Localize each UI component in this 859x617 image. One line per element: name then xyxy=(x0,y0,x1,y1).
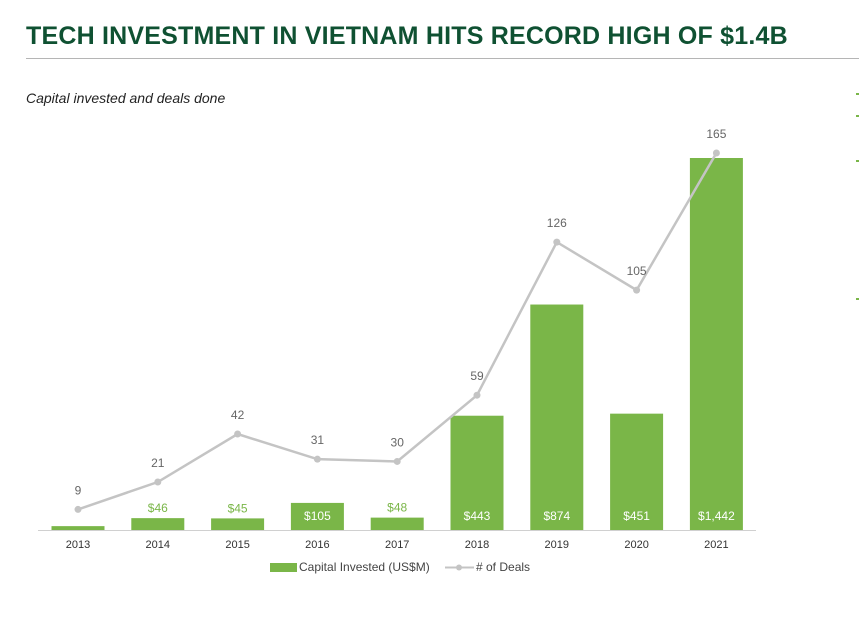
bar xyxy=(450,415,504,530)
deals-point xyxy=(473,391,481,399)
x-tick-label: 2018 xyxy=(465,539,489,551)
deals-point xyxy=(154,478,162,486)
x-tick-label: 2015 xyxy=(225,539,249,551)
legend-swatch-bar xyxy=(270,563,297,572)
chart-subtitle: Capital invested and deals done xyxy=(26,90,226,106)
bar xyxy=(131,518,185,530)
legend-label-bar: Capital Invested (US$M) xyxy=(299,560,430,574)
bar xyxy=(211,518,265,530)
bar xyxy=(530,304,584,530)
deals-point xyxy=(553,238,561,246)
bar-value-label: $451 xyxy=(623,509,650,523)
edge-mark xyxy=(856,93,859,95)
bar-value-label: $443 xyxy=(464,509,491,523)
bar-value-label: $105 xyxy=(304,509,331,523)
x-tick-label: 2017 xyxy=(385,539,409,551)
deals-point xyxy=(74,505,82,513)
legend-swatch-line-marker xyxy=(456,564,462,571)
x-tick-label: 2021 xyxy=(704,539,728,551)
deals-value-label: 30 xyxy=(391,435,405,449)
edge-mark xyxy=(856,298,859,300)
chart-title: TECH INVESTMENT IN VIETNAM HITS RECORD H… xyxy=(26,22,788,50)
deals-value-label: 165 xyxy=(706,127,726,141)
deals-point xyxy=(712,149,720,157)
bar xyxy=(370,517,424,530)
edge-mark xyxy=(856,115,859,117)
deals-value-label: 42 xyxy=(231,408,245,422)
x-tick-label: 2019 xyxy=(545,539,569,551)
deals-value-label: 105 xyxy=(627,264,647,278)
bar-value-label: $45 xyxy=(228,501,248,515)
deals-value-label: 59 xyxy=(470,369,484,383)
x-tick-label: 2016 xyxy=(305,539,329,551)
deals-value-label: 21 xyxy=(151,456,165,470)
x-tick-label: 2013 xyxy=(66,539,90,551)
bar xyxy=(51,526,105,530)
edge-mark xyxy=(856,160,859,162)
bar-value-label: $46 xyxy=(148,501,168,515)
deals-point xyxy=(234,430,242,438)
bar-value-label: $1,442 xyxy=(698,509,735,523)
deals-value-label: 9 xyxy=(75,483,82,497)
bar xyxy=(610,413,664,530)
bar xyxy=(689,158,743,530)
deals-value-label: 31 xyxy=(311,433,325,447)
legend-label-line: # of Deals xyxy=(476,560,530,574)
deals-value-label: 126 xyxy=(547,216,567,230)
deals-point xyxy=(393,457,401,465)
x-tick-label: 2020 xyxy=(624,539,648,551)
deals-point xyxy=(313,455,321,463)
bar xyxy=(290,502,344,530)
bar-value-label: $48 xyxy=(387,501,407,515)
deals-point xyxy=(633,286,641,294)
x-tick-label: 2014 xyxy=(146,539,170,551)
title-divider xyxy=(26,58,859,59)
bar-value-label: $874 xyxy=(543,509,570,523)
